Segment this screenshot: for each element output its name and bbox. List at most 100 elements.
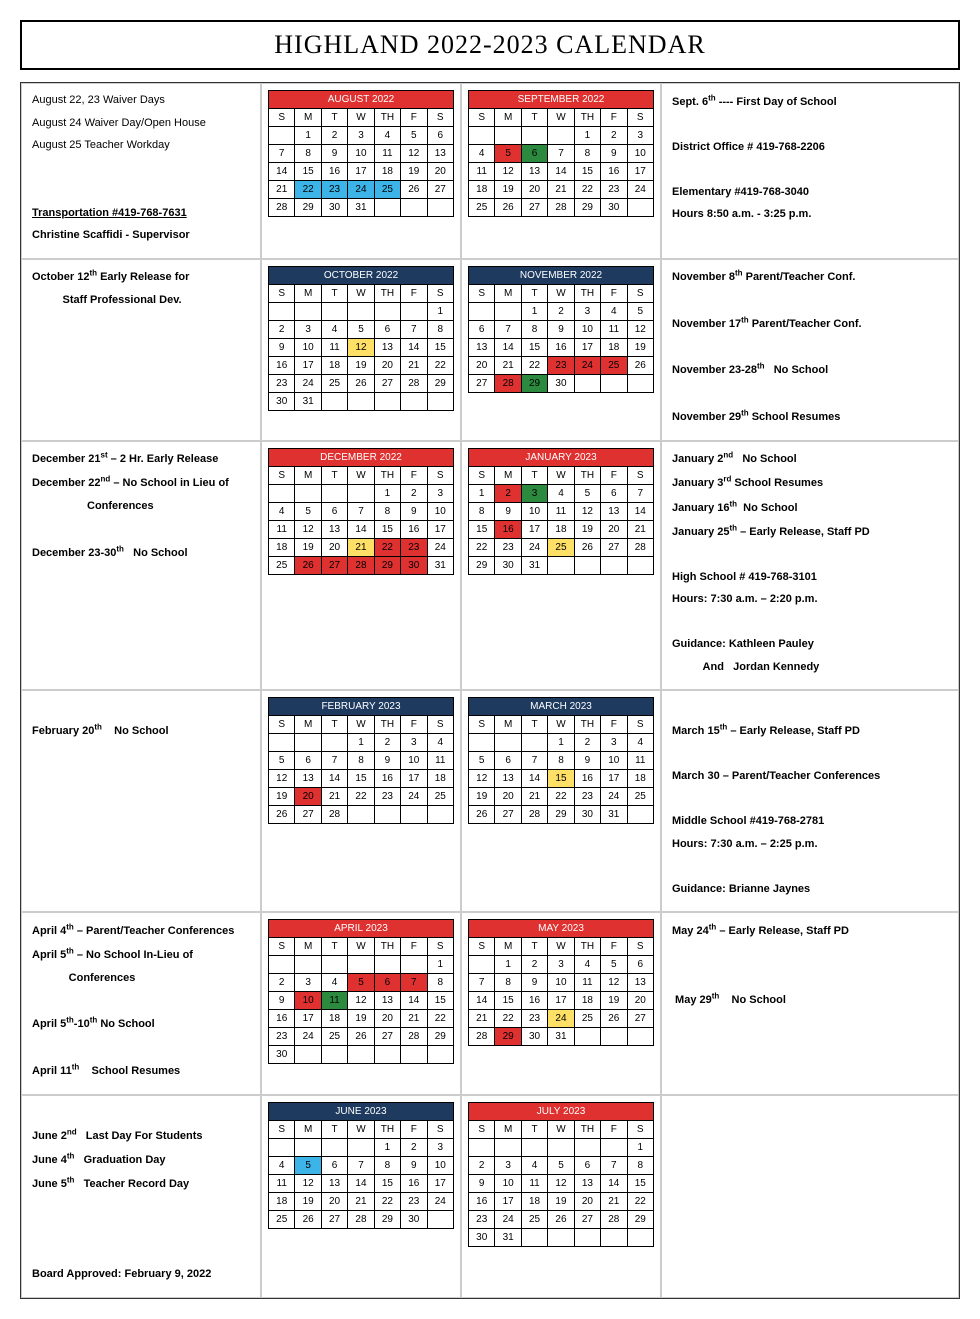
calendar-day [348, 806, 374, 824]
calendar-title: JULY 2023 [469, 1102, 654, 1120]
calendar-day [348, 392, 374, 410]
calendar-day: 14 [548, 163, 574, 181]
note-line [672, 116, 948, 133]
calendar-day: 20 [495, 788, 521, 806]
calendar-day: 5 [469, 752, 495, 770]
calendar-day: 15 [374, 520, 400, 538]
calendar-day: 26 [574, 538, 600, 556]
calendar-day: 18 [521, 1192, 547, 1210]
calendar-day: 3 [401, 734, 427, 752]
calendar-day: 6 [321, 1156, 347, 1174]
note-line: August 22, 23 Waiver Days [32, 92, 250, 109]
calendar-day: 22 [427, 356, 453, 374]
calendar-day: 16 [469, 1192, 495, 1210]
calendar-day: 21 [401, 356, 427, 374]
calendar-day: 25 [374, 181, 400, 199]
calendar-day: 24 [574, 356, 600, 374]
calendar-day: 22 [374, 538, 400, 556]
day-header: T [521, 466, 547, 484]
calendar-day [348, 1138, 374, 1156]
note-line [32, 1039, 250, 1056]
calendar-day: 4 [269, 1156, 295, 1174]
note-line: August 24 Waiver Day/Open House [32, 115, 250, 132]
calendar-day: 7 [401, 320, 427, 338]
calendar-day: 26 [348, 374, 374, 392]
day-header: M [295, 938, 321, 956]
calendar-day: 15 [469, 520, 495, 538]
calendar-day: 28 [601, 1210, 627, 1228]
calendar-day [374, 806, 400, 824]
calendar-day: 9 [269, 338, 295, 356]
calendar-day: 31 [548, 1028, 574, 1046]
calendar-day [374, 199, 400, 217]
calendar-day: 24 [495, 1210, 521, 1228]
calendar-day: 8 [348, 752, 374, 770]
calendar-day: 8 [427, 320, 453, 338]
day-header: F [401, 109, 427, 127]
calendar-day: 20 [601, 520, 627, 538]
calendar-day [401, 302, 427, 320]
calendar-day: 10 [401, 752, 427, 770]
calendar-day: 4 [574, 956, 600, 974]
note-line: Board Approved: February 9, 2022 [32, 1266, 250, 1283]
note-line: November 17th Parent/Teacher Conf. [672, 314, 948, 332]
note-line: June 2nd Last Day For Students [32, 1126, 250, 1144]
calendar-day: 29 [548, 806, 574, 824]
calendar-day: 6 [295, 752, 321, 770]
day-header: TH [374, 1120, 400, 1138]
calendar-day: 30 [401, 556, 427, 574]
calendar-day [348, 956, 374, 974]
calendar-day [495, 1138, 521, 1156]
calendar-day: 27 [374, 374, 400, 392]
note-line [32, 1221, 250, 1238]
calendar-day: 7 [548, 145, 574, 163]
calendar-day: 21 [348, 538, 374, 556]
day-header: S [469, 109, 495, 127]
calendar-day: 27 [295, 806, 321, 824]
day-header: F [601, 938, 627, 956]
calendar-day: 10 [348, 145, 374, 163]
calendar-day: 21 [321, 788, 347, 806]
calendar-day [321, 734, 347, 752]
calendar-day: 5 [548, 1156, 574, 1174]
calendar-day: 18 [427, 770, 453, 788]
calendar-day [295, 302, 321, 320]
calendar-day: 12 [348, 338, 374, 356]
calendar-day: 12 [295, 520, 321, 538]
calendar-day: 11 [521, 1174, 547, 1192]
day-header: F [401, 1120, 427, 1138]
calendar-day: 13 [321, 520, 347, 538]
calendar-title: FEBRUARY 2023 [269, 698, 454, 716]
calendar-day: 1 [374, 484, 400, 502]
note-line: February 20th No School [32, 722, 250, 740]
calendar-day: 8 [495, 974, 521, 992]
calendar-day: 9 [374, 752, 400, 770]
note-line [672, 968, 948, 985]
calendar-day [295, 1138, 321, 1156]
calendar-day: 20 [427, 163, 453, 181]
calendar-day: 11 [574, 974, 600, 992]
calendar-day: 13 [521, 163, 547, 181]
calendar-day: 25 [321, 1028, 347, 1046]
calendar-day: 23 [269, 374, 295, 392]
calendar-day: 8 [295, 145, 321, 163]
calendar-day: 1 [548, 734, 574, 752]
day-header: W [548, 1120, 574, 1138]
day-header: S [269, 1120, 295, 1138]
calendar-day: 6 [469, 320, 495, 338]
day-header: TH [374, 284, 400, 302]
calendar-day: 30 [401, 1210, 427, 1228]
calendar-day: 29 [627, 1210, 653, 1228]
right-notes [661, 1095, 959, 1298]
day-header: M [295, 109, 321, 127]
note-line [672, 858, 948, 875]
calendar-day: 4 [321, 320, 347, 338]
calendar-day [521, 127, 547, 145]
day-header: T [521, 284, 547, 302]
calendar-day: 7 [401, 974, 427, 992]
calendar-day [401, 956, 427, 974]
day-header: M [295, 284, 321, 302]
calendar-day: 2 [521, 956, 547, 974]
calendar-day [269, 302, 295, 320]
calendar-day: 25 [469, 199, 495, 217]
